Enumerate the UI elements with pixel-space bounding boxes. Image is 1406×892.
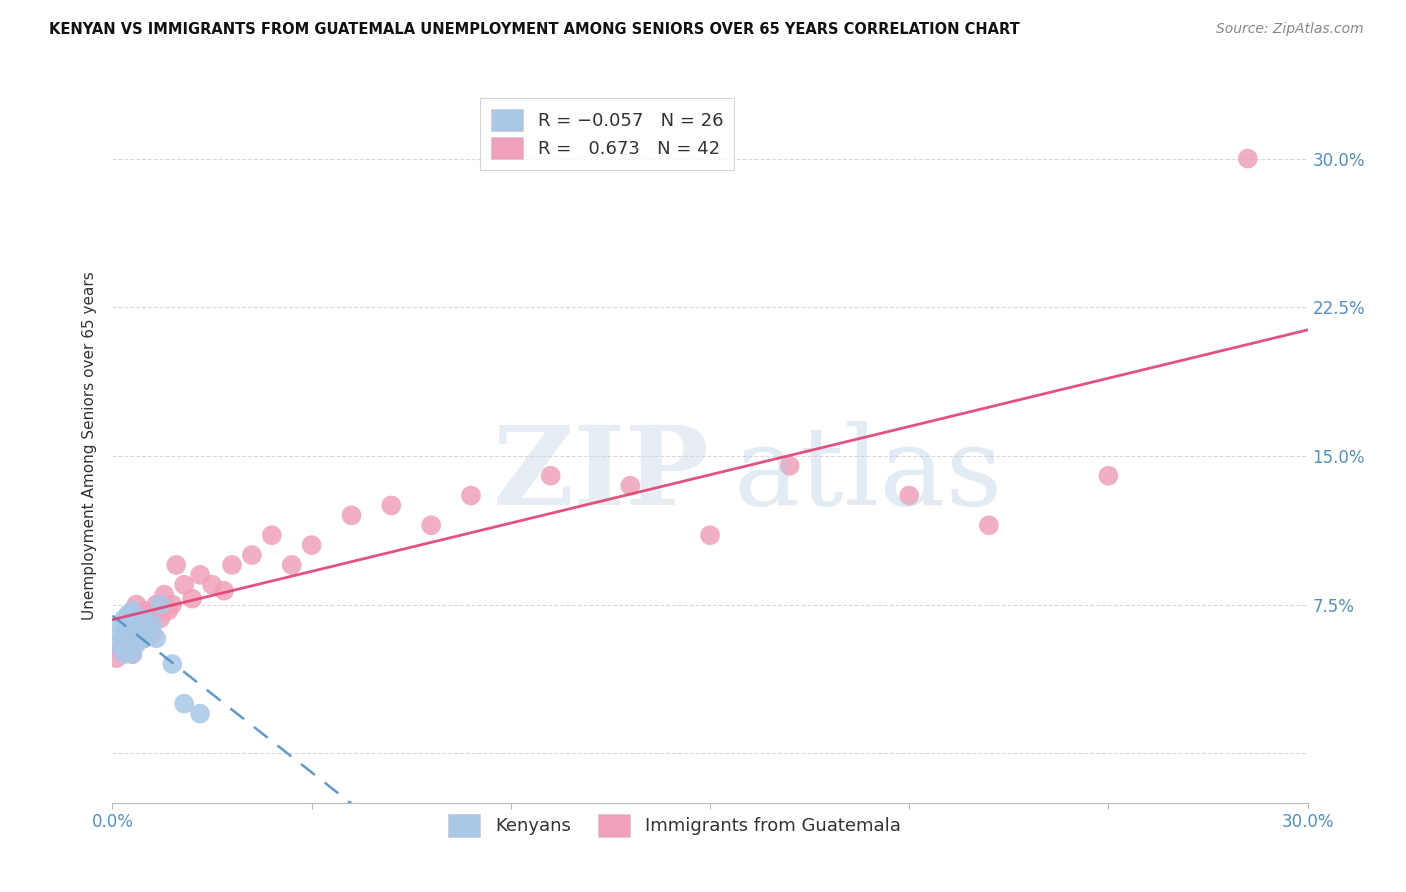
Point	[141, 607, 163, 622]
Point	[1237, 152, 1260, 166]
Point	[699, 528, 721, 542]
Point	[141, 627, 163, 641]
Point	[117, 637, 139, 651]
Point	[110, 617, 132, 632]
Point	[121, 603, 143, 617]
Point	[121, 627, 143, 641]
Point	[110, 643, 132, 657]
Text: ZIP: ZIP	[494, 421, 710, 528]
Point	[121, 611, 143, 625]
Point	[153, 588, 176, 602]
Point	[188, 706, 211, 721]
Point	[212, 583, 235, 598]
Point	[145, 632, 167, 646]
Point	[145, 598, 167, 612]
Point	[165, 558, 187, 572]
Y-axis label: Unemployment Among Seniors over 65 years: Unemployment Among Seniors over 65 years	[82, 272, 97, 620]
Point	[173, 697, 195, 711]
Point	[181, 591, 204, 606]
Point	[117, 624, 139, 638]
Point	[134, 632, 156, 646]
Point	[201, 578, 224, 592]
Point	[134, 611, 156, 625]
Point	[1097, 468, 1119, 483]
Text: KENYAN VS IMMIGRANTS FROM GUATEMALA UNEMPLOYMENT AMONG SENIORS OVER 65 YEARS COR: KENYAN VS IMMIGRANTS FROM GUATEMALA UNEM…	[49, 22, 1019, 37]
Point	[173, 578, 195, 592]
Point	[149, 598, 172, 612]
Point	[141, 617, 163, 632]
Point	[117, 607, 139, 622]
Point	[134, 632, 156, 646]
Point	[114, 647, 135, 661]
Text: atlas: atlas	[734, 421, 1004, 528]
Point	[125, 624, 148, 638]
Point	[221, 558, 243, 572]
Point	[105, 651, 128, 665]
Point	[114, 611, 135, 625]
Point	[460, 489, 482, 503]
Point	[301, 538, 323, 552]
Point	[540, 468, 562, 483]
Point	[898, 489, 921, 503]
Text: Source: ZipAtlas.com: Source: ZipAtlas.com	[1216, 22, 1364, 37]
Point	[340, 508, 363, 523]
Point	[977, 518, 1000, 533]
Point	[779, 458, 801, 473]
Point	[260, 528, 283, 542]
Point	[157, 603, 180, 617]
Point	[129, 627, 152, 641]
Point	[380, 499, 402, 513]
Point	[162, 657, 183, 671]
Point	[121, 647, 143, 661]
Point	[162, 598, 183, 612]
Point	[105, 637, 128, 651]
Point	[138, 617, 160, 632]
Point	[420, 518, 443, 533]
Point	[240, 548, 263, 562]
Point	[149, 611, 172, 625]
Point	[110, 627, 132, 641]
Point	[114, 632, 135, 646]
Point	[125, 624, 148, 638]
Point	[121, 647, 143, 661]
Point	[281, 558, 304, 572]
Point	[134, 603, 156, 617]
Point	[188, 567, 211, 582]
Point	[117, 637, 139, 651]
Point	[125, 611, 148, 625]
Point	[114, 632, 135, 646]
Point	[619, 478, 641, 492]
Point	[125, 637, 148, 651]
Legend: Kenyans, Immigrants from Guatemala: Kenyans, Immigrants from Guatemala	[440, 807, 908, 844]
Point	[125, 598, 148, 612]
Point	[129, 617, 152, 632]
Point	[138, 624, 160, 638]
Point	[129, 627, 152, 641]
